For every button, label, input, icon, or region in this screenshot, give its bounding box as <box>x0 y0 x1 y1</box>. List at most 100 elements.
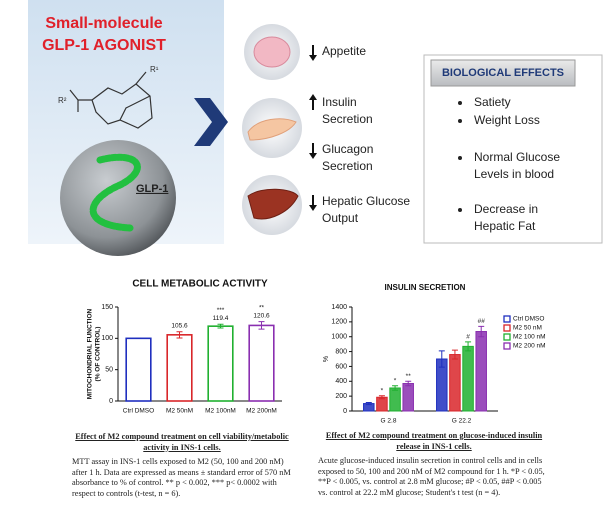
x-tick-label: M2 100nM <box>205 408 236 415</box>
bullet <box>458 208 462 212</box>
bar <box>449 354 461 412</box>
pancreas <box>247 118 297 141</box>
brain <box>253 36 291 68</box>
significance: ** <box>406 373 412 380</box>
bar <box>376 396 388 412</box>
effect-arrow-head <box>309 55 317 61</box>
y-axis-label: % <box>323 356 330 362</box>
molecule-label: R¹ <box>150 65 159 74</box>
effect-item: Weight Loss <box>474 113 540 127</box>
y-axis-label: MITOCHONDRIAL FUNCTION <box>87 309 94 400</box>
liver <box>247 188 299 220</box>
significance: ** <box>259 304 265 311</box>
y-tick-label: 800 <box>335 348 347 355</box>
molecule-label: R² <box>58 96 67 105</box>
value-label: 105.6 <box>171 322 188 329</box>
significance: * <box>394 377 397 384</box>
y-tick-label: 1000 <box>331 334 347 341</box>
caption-title: Effect of M2 compound treatment on gluco… <box>325 431 543 451</box>
effect-label: Glucagon <box>322 142 373 156</box>
effects-list: Satiety Weight Loss Normal Glucose Levels i… <box>458 95 560 233</box>
effect-arrow-head <box>309 94 317 100</box>
chart-title: INSULIN SECRETION <box>385 283 466 292</box>
significance: *** <box>217 307 225 314</box>
error-bar <box>451 349 458 360</box>
diagram-title: GLP-1 AGONIST <box>42 37 166 54</box>
bar <box>248 324 275 402</box>
bar <box>207 325 234 402</box>
error-bar <box>465 341 472 352</box>
bullet <box>458 101 462 105</box>
bullet <box>458 156 462 160</box>
y-tick-label: 150 <box>101 304 113 311</box>
bar <box>462 345 474 412</box>
effect-item: Hepatic Fat <box>474 219 536 233</box>
y-tick-label: 0 <box>109 398 113 405</box>
bar <box>166 334 193 402</box>
error-bar <box>365 401 372 406</box>
caption-title: Effect of M2 compound treatment on cell … <box>75 432 289 452</box>
diagram-title: Small-molecule <box>45 15 162 32</box>
chart-title: CELL METABOLIC ACTIVITY <box>132 279 268 290</box>
effect-label: Insulin <box>322 95 357 109</box>
effect-arrow-head <box>309 205 317 211</box>
value-label: 120.6 <box>253 312 270 319</box>
arrow-chevron <box>194 98 228 146</box>
bar <box>402 383 414 412</box>
x-tick-label: M2 50nM <box>166 408 193 415</box>
significance: * <box>381 387 384 394</box>
effect-label: Secretion <box>322 159 373 173</box>
significance: ## <box>478 318 486 325</box>
value-label: 119.4 <box>213 315 229 322</box>
x-tick-label: Ctrl DMSO <box>123 408 154 415</box>
error-bar <box>258 321 265 330</box>
legend-swatch <box>503 324 511 332</box>
legend-swatch <box>503 342 511 350</box>
effect-label: Secretion <box>322 112 373 126</box>
molecule <box>69 71 153 129</box>
error-bar <box>478 325 485 338</box>
y-tick-label: 50 <box>105 367 113 374</box>
charts: CELL METABOLIC ACTIVITY 0 50 100 150 MITOCHON… <box>87 279 546 425</box>
error-bar <box>392 385 399 391</box>
y-tick-label: 400 <box>335 378 347 385</box>
error-bar <box>438 350 445 368</box>
effect-label: Hepatic Glucose <box>322 194 410 208</box>
y-tick-label: 600 <box>335 363 347 370</box>
error-bar <box>405 380 412 387</box>
y-tick-label: 0 <box>343 408 347 415</box>
legend-label: M2 200 nM <box>513 343 546 350</box>
y-tick-label: 200 <box>335 393 347 400</box>
legend-label: M2 50 nM <box>513 325 542 332</box>
y-axis-label: (% OF CONTROL) <box>95 327 102 382</box>
effect-arrow-head <box>309 153 317 159</box>
significance: # <box>466 334 470 341</box>
legend-swatch <box>503 315 511 323</box>
effect-item: Normal Glucose <box>474 150 560 164</box>
receptor-sphere <box>60 140 176 256</box>
bar <box>125 337 152 402</box>
caption-text: MTT assay in INS-1 cells exposed to M2 (… <box>72 457 291 498</box>
error-bar <box>176 331 183 339</box>
effects-title: BIOLOGICAL EFFECTS <box>442 67 564 79</box>
x-tick-label: G 2.8 <box>381 418 397 425</box>
effect-item: Levels in blood <box>474 167 554 181</box>
y-tick-label: 100 <box>101 335 113 342</box>
effects: Appetite Insulin Secretion Glucagon Secretio… <box>309 44 410 225</box>
y-tick-label: 1200 <box>331 319 347 326</box>
effects-header <box>430 59 576 87</box>
legend-label: Ctrl DMSO <box>513 316 544 323</box>
caption-text: Acute glucose-induced insulin secretion … <box>318 456 545 497</box>
bar <box>389 387 401 412</box>
receptor-label: GLP-1 <box>136 183 168 195</box>
peptide-chain <box>89 153 141 232</box>
effect-label: Output <box>322 211 359 225</box>
caption: Effect of M2 compound treatment on gluco… <box>318 431 550 498</box>
bullet <box>458 119 462 123</box>
effect-item: Satiety <box>474 95 511 109</box>
error-bar <box>378 395 385 400</box>
x-tick-label: M2 200nM <box>246 408 277 415</box>
legend-label: M2 100 nM <box>513 334 546 341</box>
effect-label: Appetite <box>322 44 366 58</box>
